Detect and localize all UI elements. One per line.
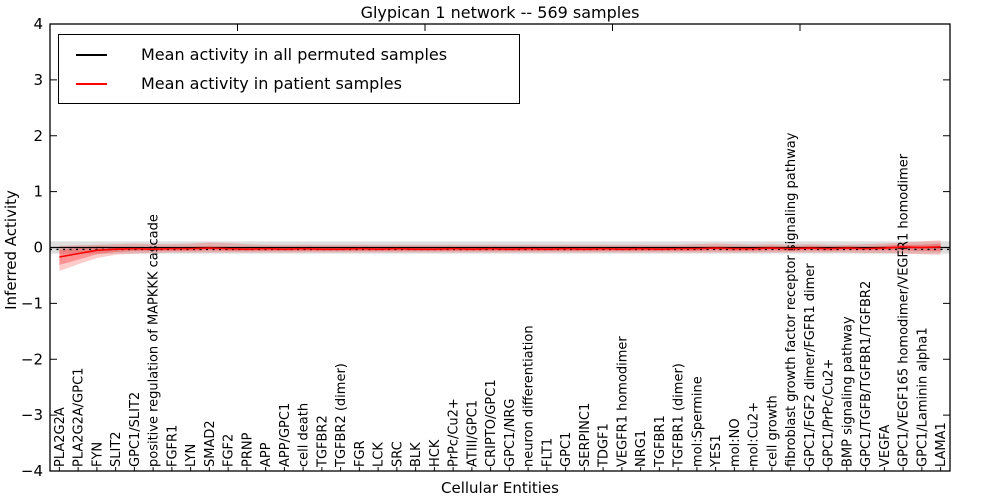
x-tick-label: SRC [390, 441, 405, 467]
y-tick-label: −1 [21, 294, 43, 312]
x-tick-label: SMAD2 [203, 420, 218, 467]
y-tick-label: 3 [33, 71, 43, 89]
legend-label-patient: Mean activity in patient samples [141, 74, 402, 93]
x-tick-label: GPC1/Laminin alpha1 [915, 327, 930, 467]
x-tick-label: LYN [184, 444, 199, 467]
legend-line-patient-icon [76, 82, 107, 85]
mean-activity-in-patient-samples-line [59, 246, 941, 258]
x-tick-label: FGR [353, 440, 368, 467]
x-tick-label: cell death [297, 403, 312, 467]
x-tick-label: neuron differentiation [522, 325, 537, 467]
y-tick-label: 2 [33, 127, 43, 145]
x-tick-label: PrPc/Cu2+ [447, 398, 462, 467]
x-tick-label: CRIPTO/GPC1 [484, 379, 499, 467]
x-tick-label: GPC1/SLIT2 [128, 392, 143, 467]
x-tick-label: TGFBR1 [653, 415, 668, 468]
legend-label-permuted: Mean activity in all permuted samples [141, 45, 448, 64]
x-tick-label: LAMA1 [934, 422, 949, 467]
x-tick-label: mol:NO [728, 418, 743, 467]
y-tick-label: −3 [21, 406, 43, 424]
x-tick-label: SLIT2 [109, 431, 124, 467]
y-tick-labels: 4 3 2 1 0 −1 −2 −3 −4 [21, 15, 43, 480]
y-tick-label: 1 [33, 183, 43, 201]
x-tick-label: GPC1/TGFB/TGFBR1/TGFBR2 [859, 281, 874, 467]
x-tick-label: NRG1 [634, 430, 649, 467]
lines-layer [50, 246, 950, 258]
x-tick-label: VEGFR1 homodimer [615, 336, 630, 467]
x-tick-label: GPC1/VEGF165 homodimer/VEGFR1 homodimer [897, 153, 912, 467]
ticks-layer [50, 23, 950, 472]
x-tick-label: GPC1/NRG [503, 399, 518, 467]
x-tick-label: PRNP [240, 432, 255, 467]
x-tick-label: APP [259, 442, 274, 467]
legend-line-permuted-icon [76, 53, 107, 56]
x-tick-label: HCK [428, 439, 443, 467]
x-tick-label: ATIII/GPC1 [465, 400, 480, 467]
x-tick-label: FGF2 [222, 434, 237, 467]
x-tick-label: GPC1/PrPc/Cu2+ [822, 359, 837, 467]
x-tick-label: TGFBR1 (dimer) [672, 363, 687, 468]
y-tick-label: −4 [21, 462, 43, 480]
x-tick-label: FLT1 [540, 438, 555, 467]
x-tick-label: GPC1 [559, 432, 574, 467]
legend: Mean activity in all permuted samples Me… [58, 34, 520, 104]
x-tick-label: mol:Cu2+ [747, 402, 762, 467]
x-tick-label: LCK [372, 442, 387, 467]
x-tick-label: fibroblast growth factor receptor signal… [784, 132, 799, 467]
x-tick-label: VEGFA [878, 425, 893, 467]
x-tick-label: cell growth [765, 395, 780, 467]
x-tick-label: TDGF1 [597, 423, 612, 468]
x-tick-label: positive regulation of MAPKKK cascade [147, 214, 162, 467]
x-tick-label: TGFBR2 (dimer) [334, 363, 349, 468]
x-tick-label: APP/GPC1 [278, 403, 293, 467]
chart-title: Glypican 1 network -- 569 samples [360, 3, 640, 22]
x-tick-label: YES1 [709, 434, 724, 468]
x-tick-label: mol:Spermine [690, 376, 705, 467]
legend-item-patient: Mean activity in patient samples [59, 69, 519, 98]
x-axis-label: Cellular Entities [441, 479, 559, 497]
x-tick-label: GPC1/FGF2 dimer/FGFR1 dimer [803, 263, 818, 467]
x-tick-label: SERPINC1 [578, 403, 593, 467]
y-tick-label: 4 [33, 15, 43, 33]
x-tick-label: PLA2G2A [53, 407, 68, 467]
y-tick-label: 0 [33, 239, 43, 257]
x-tick-label: FGFR1 [165, 425, 180, 467]
x-tick-label: BLK [409, 442, 424, 467]
x-tick-labels: PLA2G2A PLA2G2A/GPC1 FYN SLIT2 GPC1/SLIT2 pos… [53, 132, 949, 468]
x-tick-label: FYN [90, 442, 105, 467]
x-tick-label: PLA2G2A/GPC1 [72, 368, 87, 467]
legend-item-permuted: Mean activity in all permuted samples [59, 40, 519, 69]
x-tick-label: BMP signaling pathway [840, 316, 855, 467]
x-tick-label: TGFBR2 [315, 415, 330, 468]
y-tick-label: −2 [21, 350, 43, 368]
